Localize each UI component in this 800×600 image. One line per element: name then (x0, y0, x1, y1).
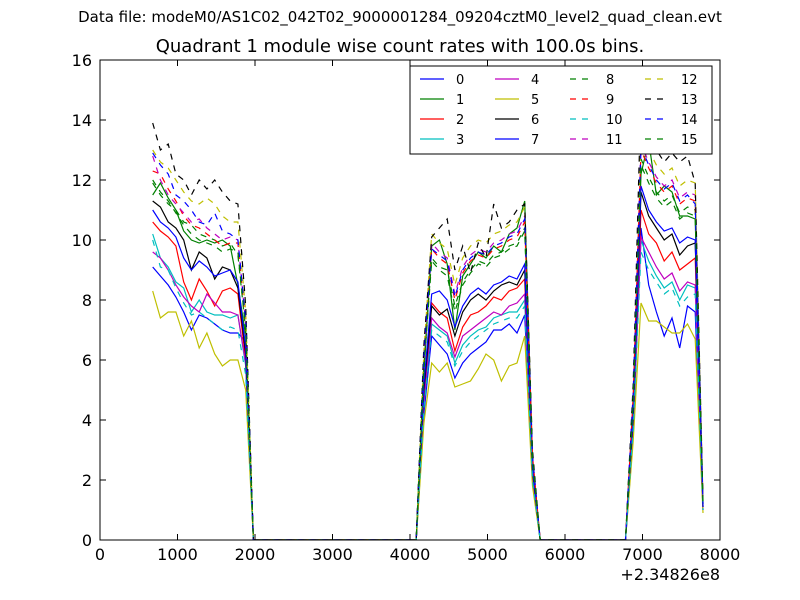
series-line-5 (152, 290, 704, 540)
figure-suptitle: Data file: modeM0/AS1C02_042T02_90000012… (78, 8, 722, 26)
legend-label-14: 14 (681, 113, 698, 128)
legend-label-4: 4 (531, 73, 539, 88)
series-line-0 (152, 227, 704, 540)
legend-label-13: 13 (681, 93, 698, 108)
y-tick-label: 8 (82, 291, 92, 310)
y-tick-label: 10 (72, 231, 92, 250)
y-tick-label: 4 (82, 411, 92, 430)
x-tick-label: 5000 (467, 545, 508, 564)
y-tick-label: 12 (72, 171, 92, 190)
legend-label-9: 9 (606, 93, 614, 108)
x-tick-label: 3000 (312, 545, 353, 564)
x-tick-label: 6000 (545, 545, 586, 564)
chart-title: Quadrant 1 module wise count rates with … (155, 36, 645, 57)
y-tick-label: 2 (82, 471, 92, 490)
legend-label-8: 8 (606, 73, 614, 88)
series-line-3 (152, 233, 704, 540)
series-line-15 (152, 164, 704, 540)
x-offset-label: +2.34826e8 (620, 565, 720, 584)
series-line-4 (152, 234, 704, 540)
x-tick-label: 2000 (235, 545, 276, 564)
legend-label-15: 15 (681, 133, 698, 148)
legend-label-3: 3 (456, 133, 464, 148)
y-tick-label: 0 (82, 531, 92, 550)
legend-label-7: 7 (531, 133, 539, 148)
x-tick-label: 0 (95, 545, 105, 564)
y-tick-label: 16 (72, 51, 92, 70)
y-tick-label: 6 (82, 351, 92, 370)
series-line-13 (152, 92, 704, 540)
legend-label-12: 12 (681, 73, 698, 88)
x-tick-label: 8000 (700, 545, 741, 564)
x-tick-label: 4000 (390, 545, 431, 564)
y-tick-label: 14 (72, 111, 92, 130)
legend-label-2: 2 (456, 113, 464, 128)
legend-label-0: 0 (456, 73, 464, 88)
series-line-11 (152, 143, 704, 540)
legend-label-6: 6 (531, 113, 539, 128)
series-line-10 (152, 239, 704, 540)
series-line-14 (152, 146, 704, 540)
legend-label-1: 1 (456, 93, 464, 108)
x-tick-label: 7000 (622, 545, 663, 564)
series-line-6 (152, 191, 704, 540)
legend-label-10: 10 (606, 113, 623, 128)
legend-label-11: 11 (606, 133, 623, 148)
series-line-7 (152, 185, 704, 540)
legend-label-5: 5 (531, 93, 539, 108)
x-tick-label: 1000 (157, 545, 198, 564)
